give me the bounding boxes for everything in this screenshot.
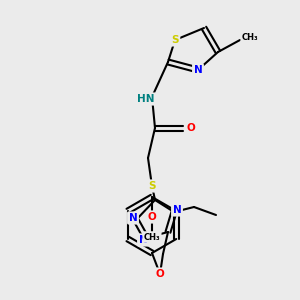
Text: CH₃: CH₃ <box>242 32 258 41</box>
Text: N: N <box>139 235 147 245</box>
Text: O: O <box>187 123 195 133</box>
Text: CH₃: CH₃ <box>144 232 160 242</box>
Text: N: N <box>172 205 182 215</box>
Text: S: S <box>171 35 179 45</box>
Text: N: N <box>194 65 202 75</box>
Text: O: O <box>156 269 164 279</box>
Text: N: N <box>129 213 137 223</box>
Text: O: O <box>148 212 156 222</box>
Text: S: S <box>148 181 156 191</box>
Text: HN: HN <box>137 94 155 104</box>
